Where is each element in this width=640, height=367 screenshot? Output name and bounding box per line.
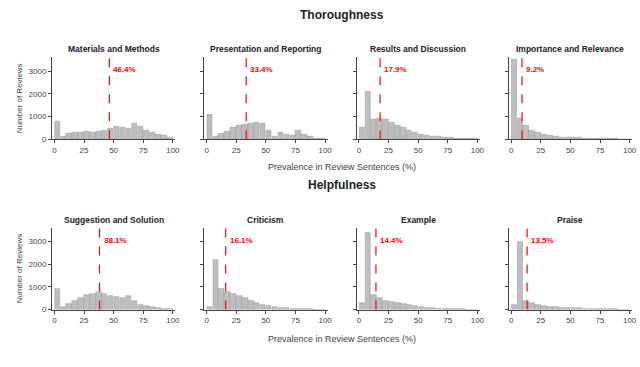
svg-text:25: 25 bbox=[384, 316, 393, 325]
svg-text:Materials and Methods: Materials and Methods bbox=[68, 44, 160, 54]
svg-text:0: 0 bbox=[509, 146, 514, 155]
svg-text:0: 0 bbox=[357, 316, 362, 325]
svg-text:Suggestion and Solution: Suggestion and Solution bbox=[64, 215, 164, 225]
svg-text:100: 100 bbox=[623, 316, 637, 325]
svg-text:75: 75 bbox=[139, 316, 148, 325]
svg-text:0: 0 bbox=[42, 305, 47, 314]
svg-text:1000: 1000 bbox=[29, 283, 47, 292]
svg-text:Number of Reviews: Number of Reviews bbox=[15, 234, 24, 304]
svg-text:50: 50 bbox=[261, 316, 270, 325]
svg-text:50: 50 bbox=[414, 316, 423, 325]
svg-text:Prevalence in Review Sentences: Prevalence in Review Sentences (%) bbox=[268, 162, 416, 172]
svg-text:Criticism: Criticism bbox=[247, 215, 284, 225]
svg-text:1000: 1000 bbox=[29, 112, 47, 121]
svg-text:0: 0 bbox=[509, 316, 514, 325]
svg-text:3000: 3000 bbox=[29, 67, 47, 76]
svg-text:Prevalence in Review Sentences: Prevalence in Review Sentences (%) bbox=[268, 334, 416, 344]
svg-text:38.1%: 38.1% bbox=[104, 236, 127, 245]
svg-text:100: 100 bbox=[318, 316, 332, 325]
svg-text:0: 0 bbox=[204, 316, 209, 325]
svg-text:Example: Example bbox=[401, 215, 436, 225]
svg-text:2000: 2000 bbox=[29, 260, 47, 269]
svg-text:16.1%: 16.1% bbox=[230, 236, 253, 245]
svg-text:75: 75 bbox=[291, 316, 300, 325]
svg-text:Importance and Relevance: Importance and Relevance bbox=[516, 44, 624, 54]
svg-text:50: 50 bbox=[261, 146, 270, 155]
svg-text:25: 25 bbox=[232, 146, 241, 155]
svg-text:25: 25 bbox=[80, 146, 89, 155]
svg-text:25: 25 bbox=[80, 316, 89, 325]
svg-text:25: 25 bbox=[536, 316, 545, 325]
svg-text:0: 0 bbox=[52, 316, 57, 325]
svg-text:0: 0 bbox=[204, 146, 209, 155]
svg-text:14.4%: 14.4% bbox=[380, 236, 403, 245]
svg-text:75: 75 bbox=[443, 146, 452, 155]
svg-text:0: 0 bbox=[52, 146, 57, 155]
svg-text:17.9%: 17.9% bbox=[384, 65, 407, 74]
svg-text:75: 75 bbox=[596, 316, 605, 325]
svg-text:75: 75 bbox=[443, 316, 452, 325]
svg-text:50: 50 bbox=[566, 316, 575, 325]
svg-text:100: 100 bbox=[318, 146, 332, 155]
svg-text:100: 100 bbox=[471, 316, 485, 325]
svg-text:46.4%: 46.4% bbox=[113, 65, 136, 74]
svg-text:0: 0 bbox=[42, 135, 47, 144]
svg-text:25: 25 bbox=[232, 316, 241, 325]
svg-text:75: 75 bbox=[291, 146, 300, 155]
svg-text:Results and Discussion: Results and Discussion bbox=[370, 44, 466, 54]
svg-text:100: 100 bbox=[166, 146, 180, 155]
svg-text:50: 50 bbox=[109, 146, 118, 155]
svg-text:100: 100 bbox=[166, 316, 180, 325]
svg-text:13.5%: 13.5% bbox=[531, 236, 554, 245]
svg-text:100: 100 bbox=[471, 146, 485, 155]
svg-text:2000: 2000 bbox=[29, 90, 47, 99]
svg-text:Thoroughness: Thoroughness bbox=[300, 8, 384, 22]
svg-text:50: 50 bbox=[109, 316, 118, 325]
svg-text:50: 50 bbox=[566, 146, 575, 155]
svg-text:33.4%: 33.4% bbox=[250, 65, 273, 74]
svg-text:3000: 3000 bbox=[29, 237, 47, 246]
svg-text:100: 100 bbox=[623, 146, 637, 155]
svg-text:Helpfulness: Helpfulness bbox=[308, 178, 376, 192]
svg-text:50: 50 bbox=[414, 146, 423, 155]
svg-text:75: 75 bbox=[596, 146, 605, 155]
svg-text:0: 0 bbox=[357, 146, 362, 155]
svg-text:9.2%: 9.2% bbox=[526, 65, 544, 74]
svg-text:Number of Reviews: Number of Reviews bbox=[15, 63, 24, 133]
svg-text:Praise: Praise bbox=[557, 215, 583, 225]
svg-text:25: 25 bbox=[384, 146, 393, 155]
svg-text:Presentation and Reporting: Presentation and Reporting bbox=[210, 44, 321, 54]
svg-text:25: 25 bbox=[536, 146, 545, 155]
svg-text:75: 75 bbox=[139, 146, 148, 155]
